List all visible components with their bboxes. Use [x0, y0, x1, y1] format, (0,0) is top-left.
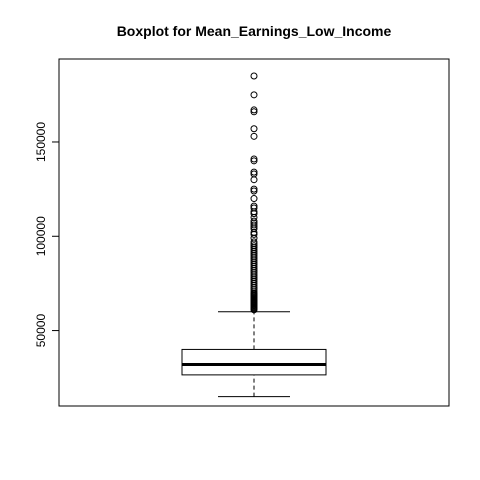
y-axis: 50000 100000 150000 — [34, 122, 59, 348]
chart-title: Boxplot for Mean_Earnings_Low_Income — [117, 23, 392, 39]
interquartile-box — [182, 349, 326, 374]
outlier-point — [251, 133, 257, 139]
y-tick-label: 100000 — [34, 216, 48, 256]
outlier-point — [251, 92, 257, 98]
box — [182, 312, 326, 397]
outliers — [251, 73, 257, 313]
outlier-point — [251, 196, 257, 202]
y-tick-label: 50000 — [34, 314, 48, 348]
y-tick-label: 150000 — [34, 122, 48, 162]
outlier-point — [251, 177, 257, 183]
outlier-point — [251, 126, 257, 132]
outlier-point — [251, 73, 257, 79]
